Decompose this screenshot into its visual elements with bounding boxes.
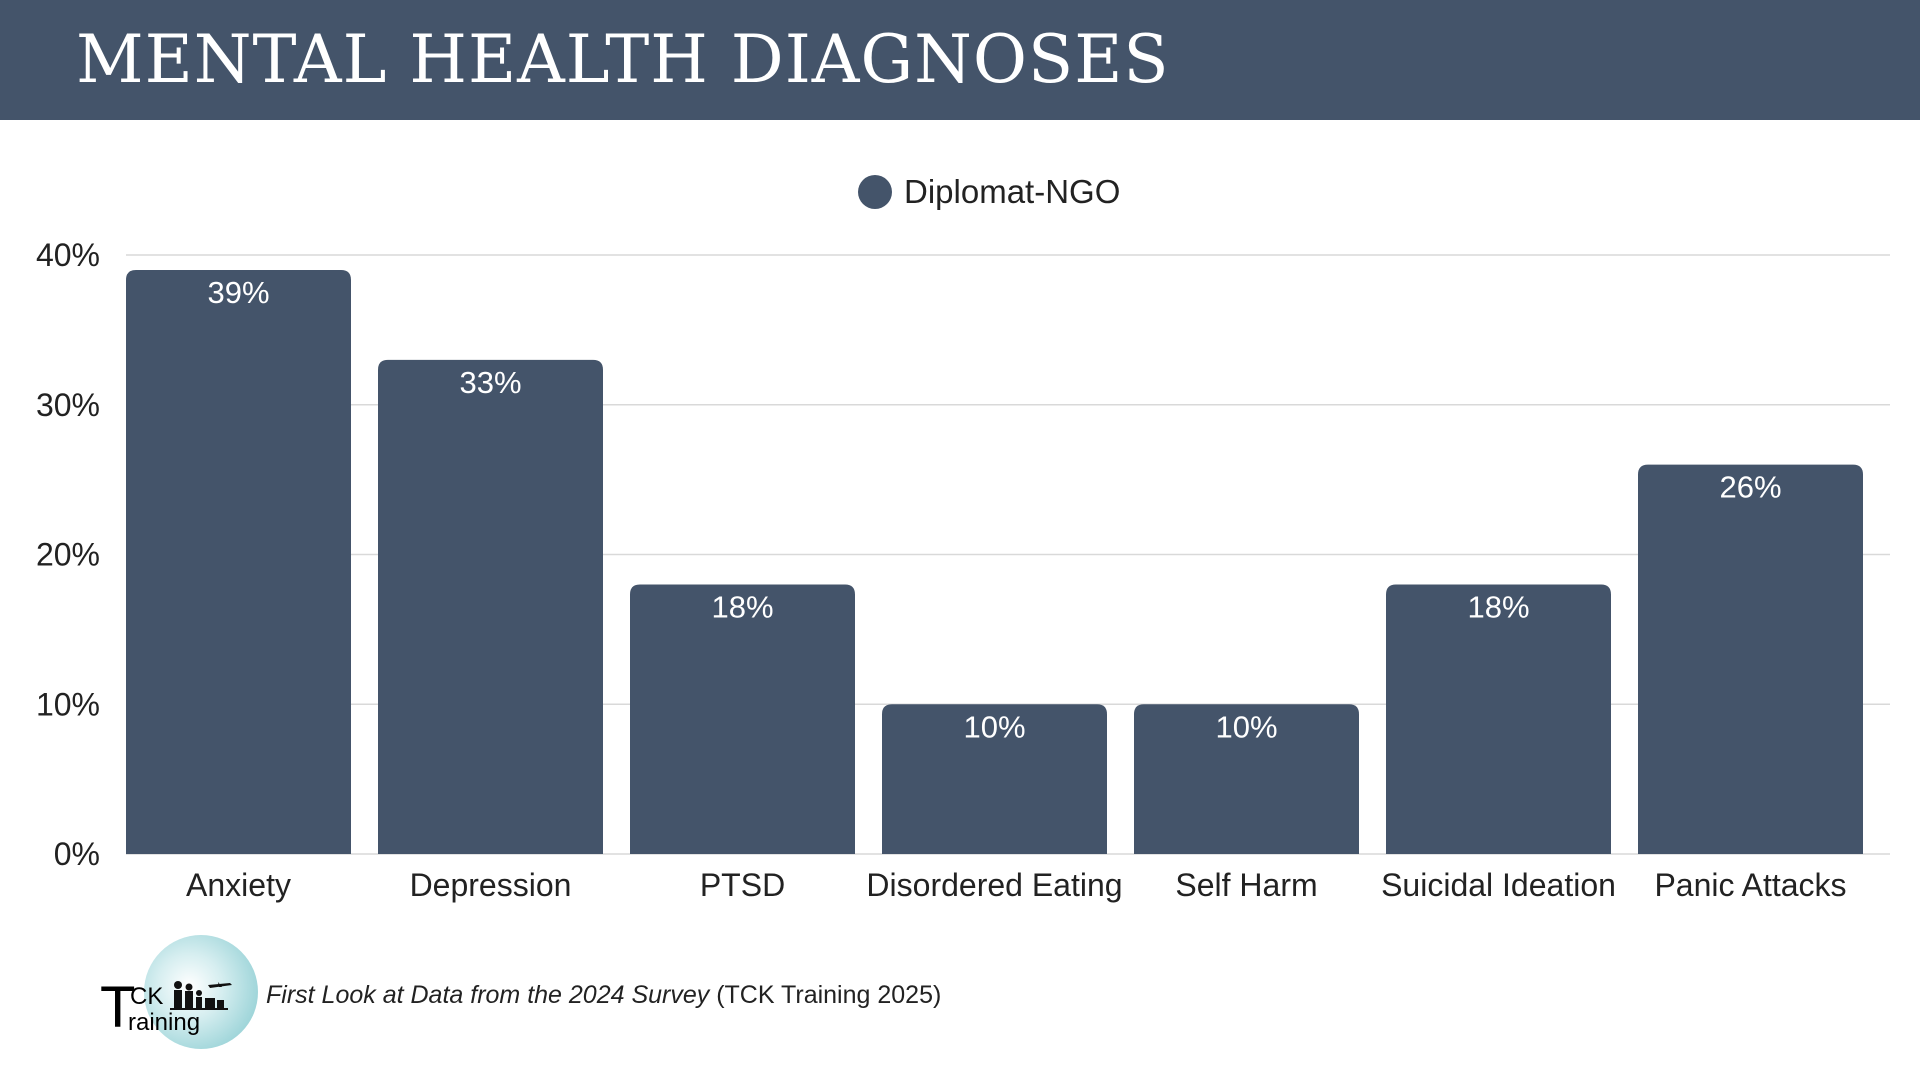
source-title: First Look at Data from the 2024 Survey [266, 980, 710, 1009]
logo-letters-raining: raining [128, 1009, 201, 1036]
y-tick-label: 30% [36, 387, 100, 423]
x-tick-label: Self Harm [1175, 867, 1317, 903]
x-tick-label: Panic Attacks [1654, 867, 1846, 903]
x-axis-ticks: Anxiety Depression PTSD Disordered Eating Se… [186, 867, 1847, 903]
title-banner: MENTAL HEALTH DIAGNOSES [0, 0, 1920, 120]
bar-anxiety [126, 269, 351, 855]
data-label: 18% [1467, 589, 1529, 624]
source-footer: T CK raining First Look at Data from the… [100, 935, 941, 1055]
legend-label: Diplomat-NGO [904, 173, 1121, 210]
data-label: 33% [459, 365, 521, 400]
y-tick-label: 10% [36, 686, 100, 722]
source-attribution: (TCK Training 2025) [709, 980, 942, 1009]
bar-disordered-eating [882, 704, 1107, 854]
x-tick-label: PTSD [700, 867, 785, 903]
source-citation: First Look at Data from the 2024 Survey … [266, 981, 941, 1010]
bar-depression [378, 359, 603, 854]
family-silhouette-icon [170, 981, 232, 1010]
x-tick-label: Anxiety [186, 867, 291, 903]
chart-legend: Diplomat-NGO [858, 170, 1120, 214]
bar-suicidal-ideation [1386, 584, 1611, 854]
bars [126, 269, 1863, 855]
bar-chart: 0% 10% 20% 30% 40% 39% 33% 18% 10% 10% 18% 26% Anx… [36, 237, 1890, 903]
bar-panic-attacks [1638, 464, 1863, 854]
data-label: 10% [1215, 709, 1277, 744]
y-tick-label: 20% [36, 537, 100, 573]
logo-letter-t: T [100, 975, 136, 1040]
legend-swatch [858, 175, 892, 209]
data-label: 10% [963, 709, 1025, 744]
y-tick-label: 0% [54, 836, 100, 872]
y-axis-ticks: 0% 10% 20% 30% 40% [36, 237, 100, 872]
page-title: MENTAL HEALTH DIAGNOSES [76, 21, 1170, 98]
data-label: 26% [1719, 470, 1781, 505]
logo-letters-ck: CK [130, 983, 164, 1010]
y-tick-label: 40% [36, 237, 100, 273]
x-tick-label: Depression [410, 867, 572, 903]
tck-training-logo: T CK raining [100, 935, 262, 1055]
x-tick-label: Suicidal Ideation [1381, 867, 1616, 903]
data-labels: 39% 33% 18% 10% 10% 18% 26% [207, 275, 1781, 744]
data-label: 18% [711, 589, 773, 624]
data-label: 39% [207, 275, 269, 310]
x-tick-label: Disordered Eating [866, 867, 1122, 903]
bar-ptsd [630, 584, 855, 854]
bar-self-harm [1134, 704, 1359, 854]
